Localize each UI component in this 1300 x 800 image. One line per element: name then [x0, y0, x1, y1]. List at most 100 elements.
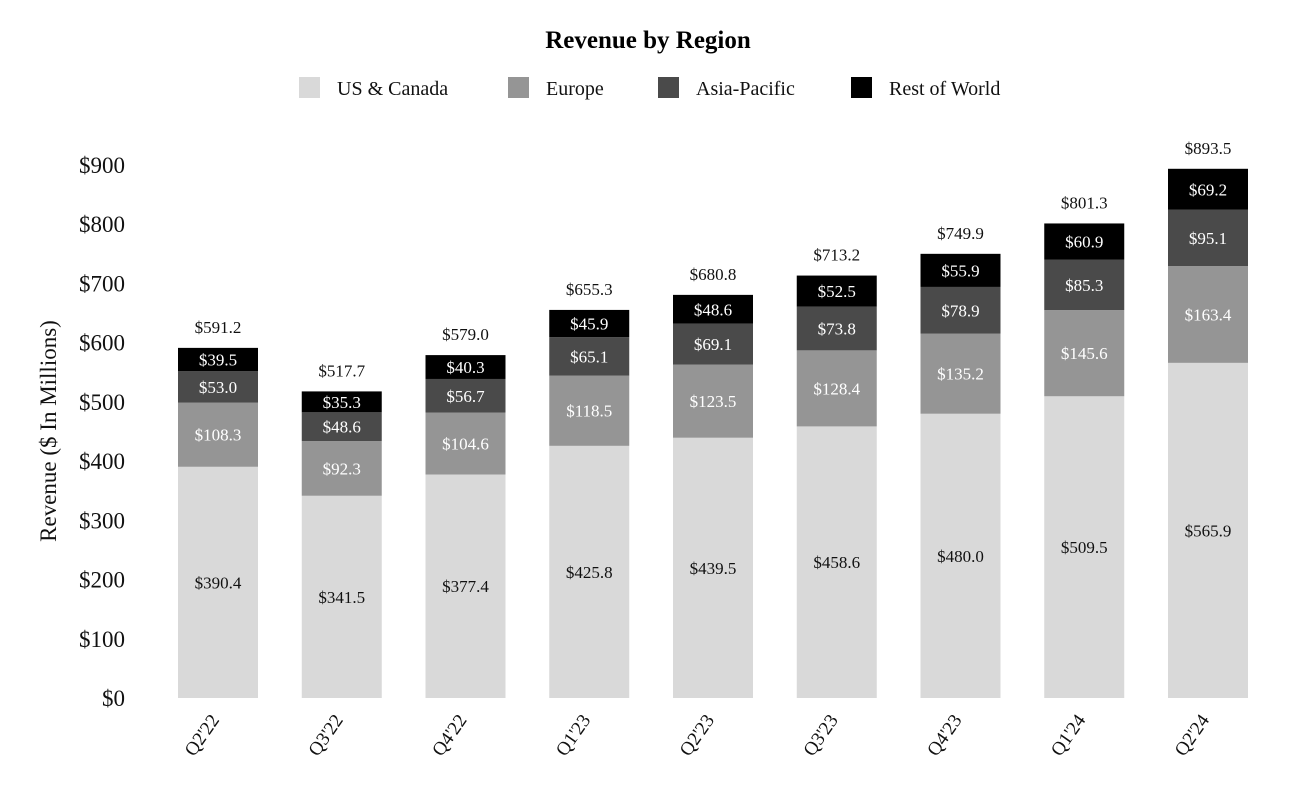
bar-segment — [673, 294, 753, 324]
y-tick-label: $100 — [79, 627, 125, 652]
segment-value-label: $565.9 — [1185, 521, 1232, 540]
x-tick-label: Q4'23 — [923, 711, 966, 760]
segment-value-label: $425.8 — [566, 563, 613, 582]
bar-segment — [673, 437, 753, 698]
legend-swatch-2 — [658, 77, 679, 98]
bar-segment — [549, 337, 630, 376]
bar-segment — [1044, 396, 1125, 698]
total-value-label: $591.2 — [195, 318, 242, 337]
segment-value-label: $85.3 — [1065, 276, 1103, 295]
segment-value-label: $458.6 — [813, 553, 860, 572]
bar-segment — [920, 333, 1001, 414]
bar-segment — [425, 378, 506, 413]
segment-value-label: $480.0 — [937, 547, 984, 566]
total-value-label: $655.3 — [566, 280, 613, 299]
y-tick-label: $200 — [79, 568, 125, 593]
bar-segment — [301, 441, 382, 496]
bar-segment — [549, 445, 630, 698]
total-value-label: $680.8 — [690, 265, 737, 284]
x-tick-label: Q2'23 — [676, 711, 719, 760]
bar-segment — [796, 275, 877, 307]
bar-segment — [178, 402, 258, 467]
segment-value-label: $40.3 — [446, 358, 484, 377]
segment-value-label: $48.6 — [323, 418, 361, 437]
bar-segment — [549, 309, 630, 338]
segment-value-label: $92.3 — [323, 459, 361, 478]
x-tick-label: Q4'22 — [428, 711, 471, 760]
segment-value-label: $39.5 — [199, 351, 237, 370]
segment-value-label: $48.6 — [694, 300, 732, 319]
bar-stack: $425.8 $118.5 $65.1 $45.9 $655.3 — [549, 280, 630, 698]
bar-segment — [301, 495, 382, 698]
bar-segment — [301, 391, 382, 413]
bar-stack: $458.6 $128.4 $73.8 $52.5 $713.2 — [796, 246, 877, 698]
segment-value-label: $145.6 — [1061, 344, 1108, 363]
legend-label-3: Rest of World — [889, 78, 1000, 100]
legend-label-1: Europe — [546, 78, 604, 100]
x-tick-label: Q3'23 — [799, 711, 842, 760]
bar-segment — [796, 426, 877, 698]
y-tick-label: $900 — [79, 153, 125, 178]
segment-value-label: $390.4 — [195, 573, 242, 592]
segment-value-label: $163.4 — [1185, 305, 1232, 324]
chart-title: Revenue by Region — [545, 27, 751, 54]
bar-segment — [1168, 209, 1248, 267]
x-tick-label: Q2'22 — [181, 711, 224, 760]
x-tick-label: Q2'24 — [1171, 710, 1215, 760]
legend-swatch-1 — [508, 77, 529, 98]
bar-segment — [920, 286, 1001, 334]
segment-value-label: $118.5 — [566, 402, 612, 421]
bar-segment — [1044, 259, 1125, 311]
bar-segment — [673, 364, 753, 438]
legend-swatch-0 — [299, 77, 320, 98]
bar-stack: $377.4 $104.6 $56.7 $40.3 $579.0 — [425, 325, 506, 698]
x-tick-label: Q1'24 — [1047, 710, 1091, 760]
y-tick-label: $700 — [79, 271, 125, 296]
segment-value-label: $53.0 — [199, 378, 237, 397]
segment-value-label: $104.6 — [442, 435, 489, 454]
bar-segment — [301, 412, 382, 442]
segment-value-label: $60.9 — [1065, 232, 1103, 251]
segment-value-label: $108.3 — [195, 426, 242, 445]
y-tick-label: $800 — [79, 212, 125, 237]
total-value-label: $801.3 — [1061, 193, 1108, 212]
bar-stack: $565.9 $163.4 $95.1 $69.2 $893.5 — [1168, 139, 1248, 698]
segment-value-label: $73.8 — [818, 320, 856, 339]
bar-segment — [425, 412, 506, 475]
segment-value-label: $439.5 — [690, 559, 737, 578]
bar-segment — [1168, 362, 1248, 698]
segment-value-label: $56.7 — [446, 387, 485, 406]
y-tick-label: $400 — [79, 449, 125, 474]
x-tick-label: Q1'23 — [552, 711, 595, 760]
bar-stack: $439.5 $123.5 $69.1 $48.6 $680.8 — [673, 265, 753, 698]
bar-segment — [1044, 310, 1125, 397]
y-tick-label: $0 — [102, 686, 125, 711]
total-value-label: $579.0 — [442, 325, 489, 344]
segment-value-label: $78.9 — [941, 301, 979, 320]
segment-value-label: $128.4 — [813, 379, 860, 398]
legend: US & Canada Europe Asia-Pacific Rest of Wor… — [299, 77, 1000, 100]
segment-value-label: $45.9 — [570, 315, 608, 334]
bar-segment — [178, 466, 258, 698]
segment-value-label: $509.5 — [1061, 538, 1108, 557]
bar-stack: $341.5 $92.3 $48.6 $35.3 $517.7 — [301, 361, 382, 698]
bar-segment — [1168, 168, 1248, 210]
bar-stack: $390.4 $108.3 $53.0 $39.5 $591.2 — [178, 318, 258, 698]
segment-value-label: $69.1 — [694, 335, 732, 354]
segment-value-label: $65.1 — [570, 347, 608, 366]
y-tick-label: $600 — [79, 331, 125, 356]
segment-value-label: $123.5 — [690, 392, 737, 411]
x-axis-ticks: Q2'22 Q3'22 Q4'22 Q1'23 Q2'23 Q3'23 Q4'23 Q1'24… — [181, 710, 1215, 760]
bar-segment — [796, 350, 877, 427]
total-value-label: $749.9 — [937, 224, 984, 243]
segment-value-label: $55.9 — [941, 261, 979, 280]
segment-value-label: $52.5 — [818, 282, 856, 301]
y-axis-label: Revenue ($ In Millions) — [36, 320, 61, 542]
segment-value-label: $377.4 — [442, 577, 489, 596]
legend-swatch-3 — [851, 77, 872, 98]
bar-segment — [920, 413, 1001, 698]
bar-segment — [1168, 266, 1248, 363]
y-axis-ticks: $0 $100 $200 $300 $400 $500 $600 $700 $800 $900 — [79, 153, 125, 711]
bar-segment — [425, 474, 506, 698]
